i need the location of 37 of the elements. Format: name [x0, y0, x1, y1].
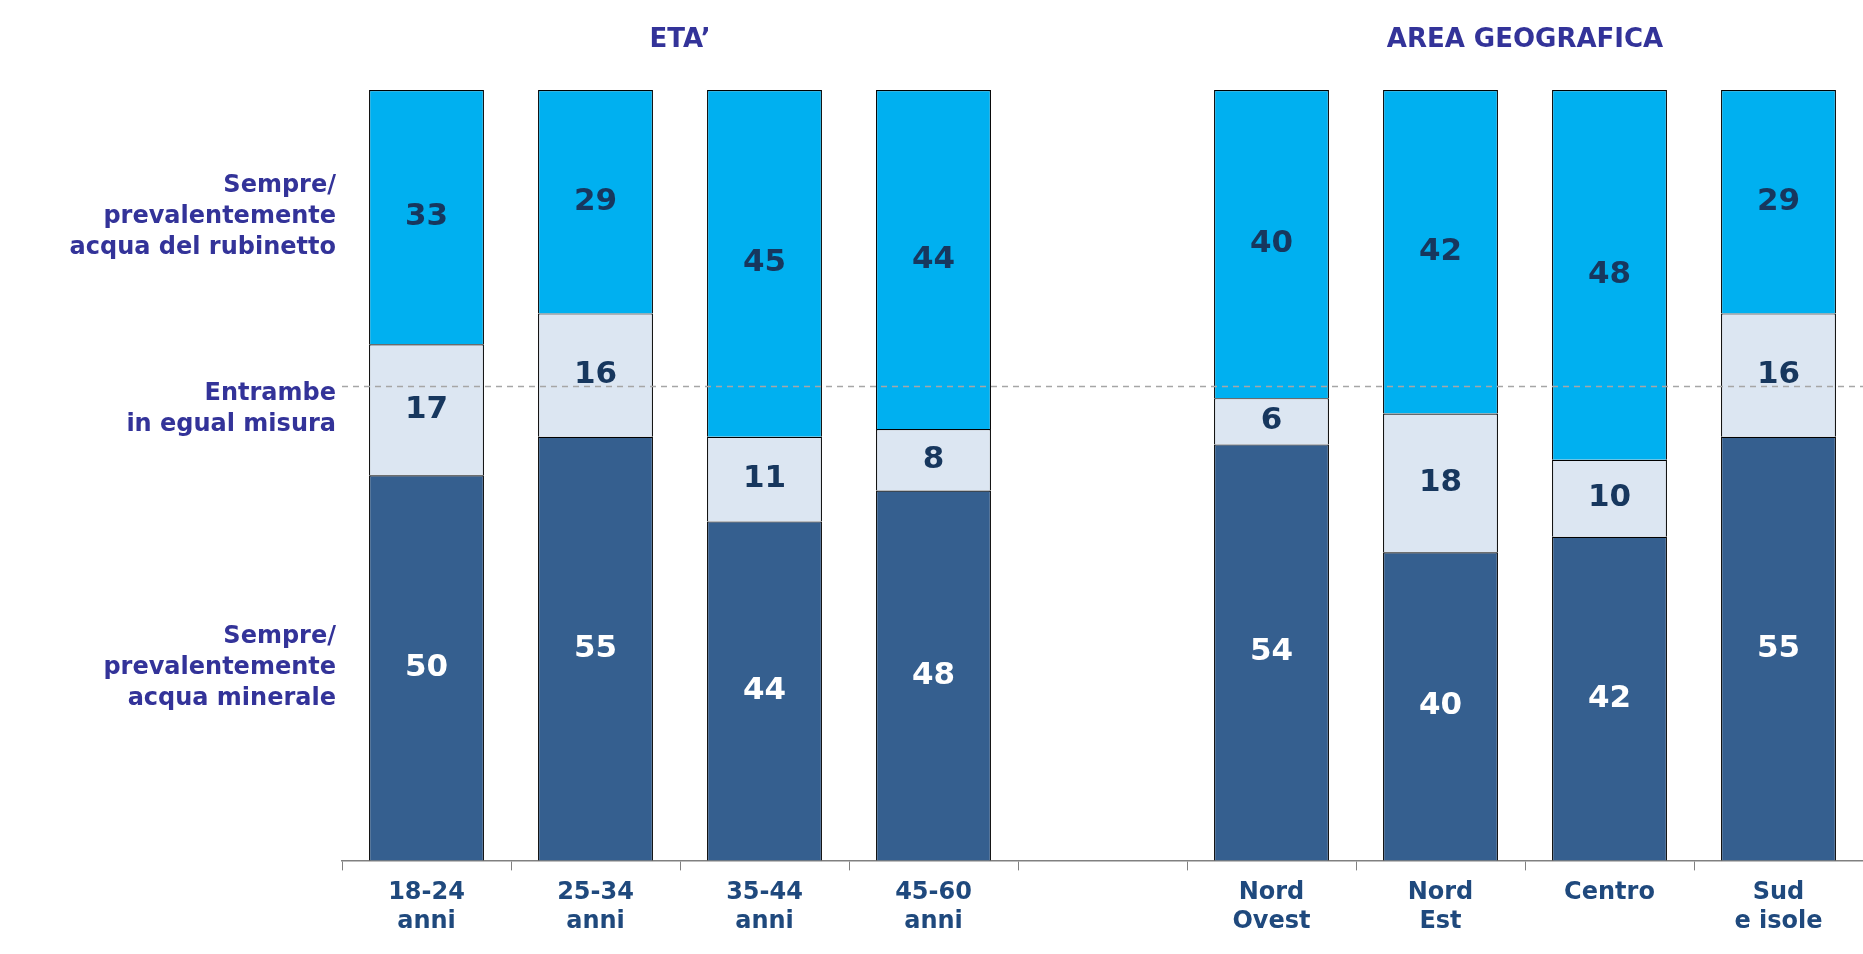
data-label: 6 [1260, 400, 1283, 437]
x-tick-label: 18-24 anni [388, 877, 465, 934]
data-label: 16 [1756, 354, 1801, 391]
data-label: 48 [1587, 253, 1632, 290]
data-label: 50 [404, 646, 449, 683]
x-tick-label: 45-60 anni [895, 877, 972, 934]
data-label: 55 [573, 627, 618, 664]
data-label: 48 [911, 654, 956, 691]
data-label: 10 [1587, 477, 1632, 514]
x-tick-label: 25-34 anni [557, 877, 634, 934]
data-label: 11 [742, 458, 787, 495]
data-label: 45 [742, 242, 787, 279]
data-label: 16 [573, 354, 618, 391]
data-label: 42 [1418, 230, 1463, 267]
series-label: Entrambe in egual misura [126, 378, 336, 438]
data-label: 33 [404, 196, 449, 233]
data-label: 40 [1249, 223, 1294, 260]
data-label: 8 [922, 438, 945, 475]
data-label: 44 [911, 238, 956, 275]
data-label: 17 [404, 388, 449, 425]
series-label: Sempre/ prevalentemente acqua del rubinetto [69, 170, 337, 261]
data-label: 29 [1756, 180, 1801, 217]
data-label: 42 [1587, 677, 1632, 714]
x-tick-label: Sud e isole [1734, 877, 1823, 934]
text: ETA’ [649, 22, 711, 53]
data-label: 55 [1756, 627, 1801, 664]
x-tick-label: 35-44 anni [726, 877, 803, 934]
x-tick-label: Centro [1564, 877, 1655, 906]
data-label: 29 [573, 180, 618, 217]
text: AREA GEOGRAFICA [1386, 22, 1664, 53]
data-label: 44 [742, 669, 787, 706]
x-tick-label: Nord Est [1407, 877, 1474, 934]
data-label: 18 [1418, 461, 1463, 498]
data-label: 54 [1249, 631, 1294, 668]
series-label: Sempre/ prevalentemente acqua minerale [103, 621, 337, 712]
x-tick-label: Nord Ovest [1232, 877, 1311, 934]
data-label: 40 [1418, 685, 1463, 722]
